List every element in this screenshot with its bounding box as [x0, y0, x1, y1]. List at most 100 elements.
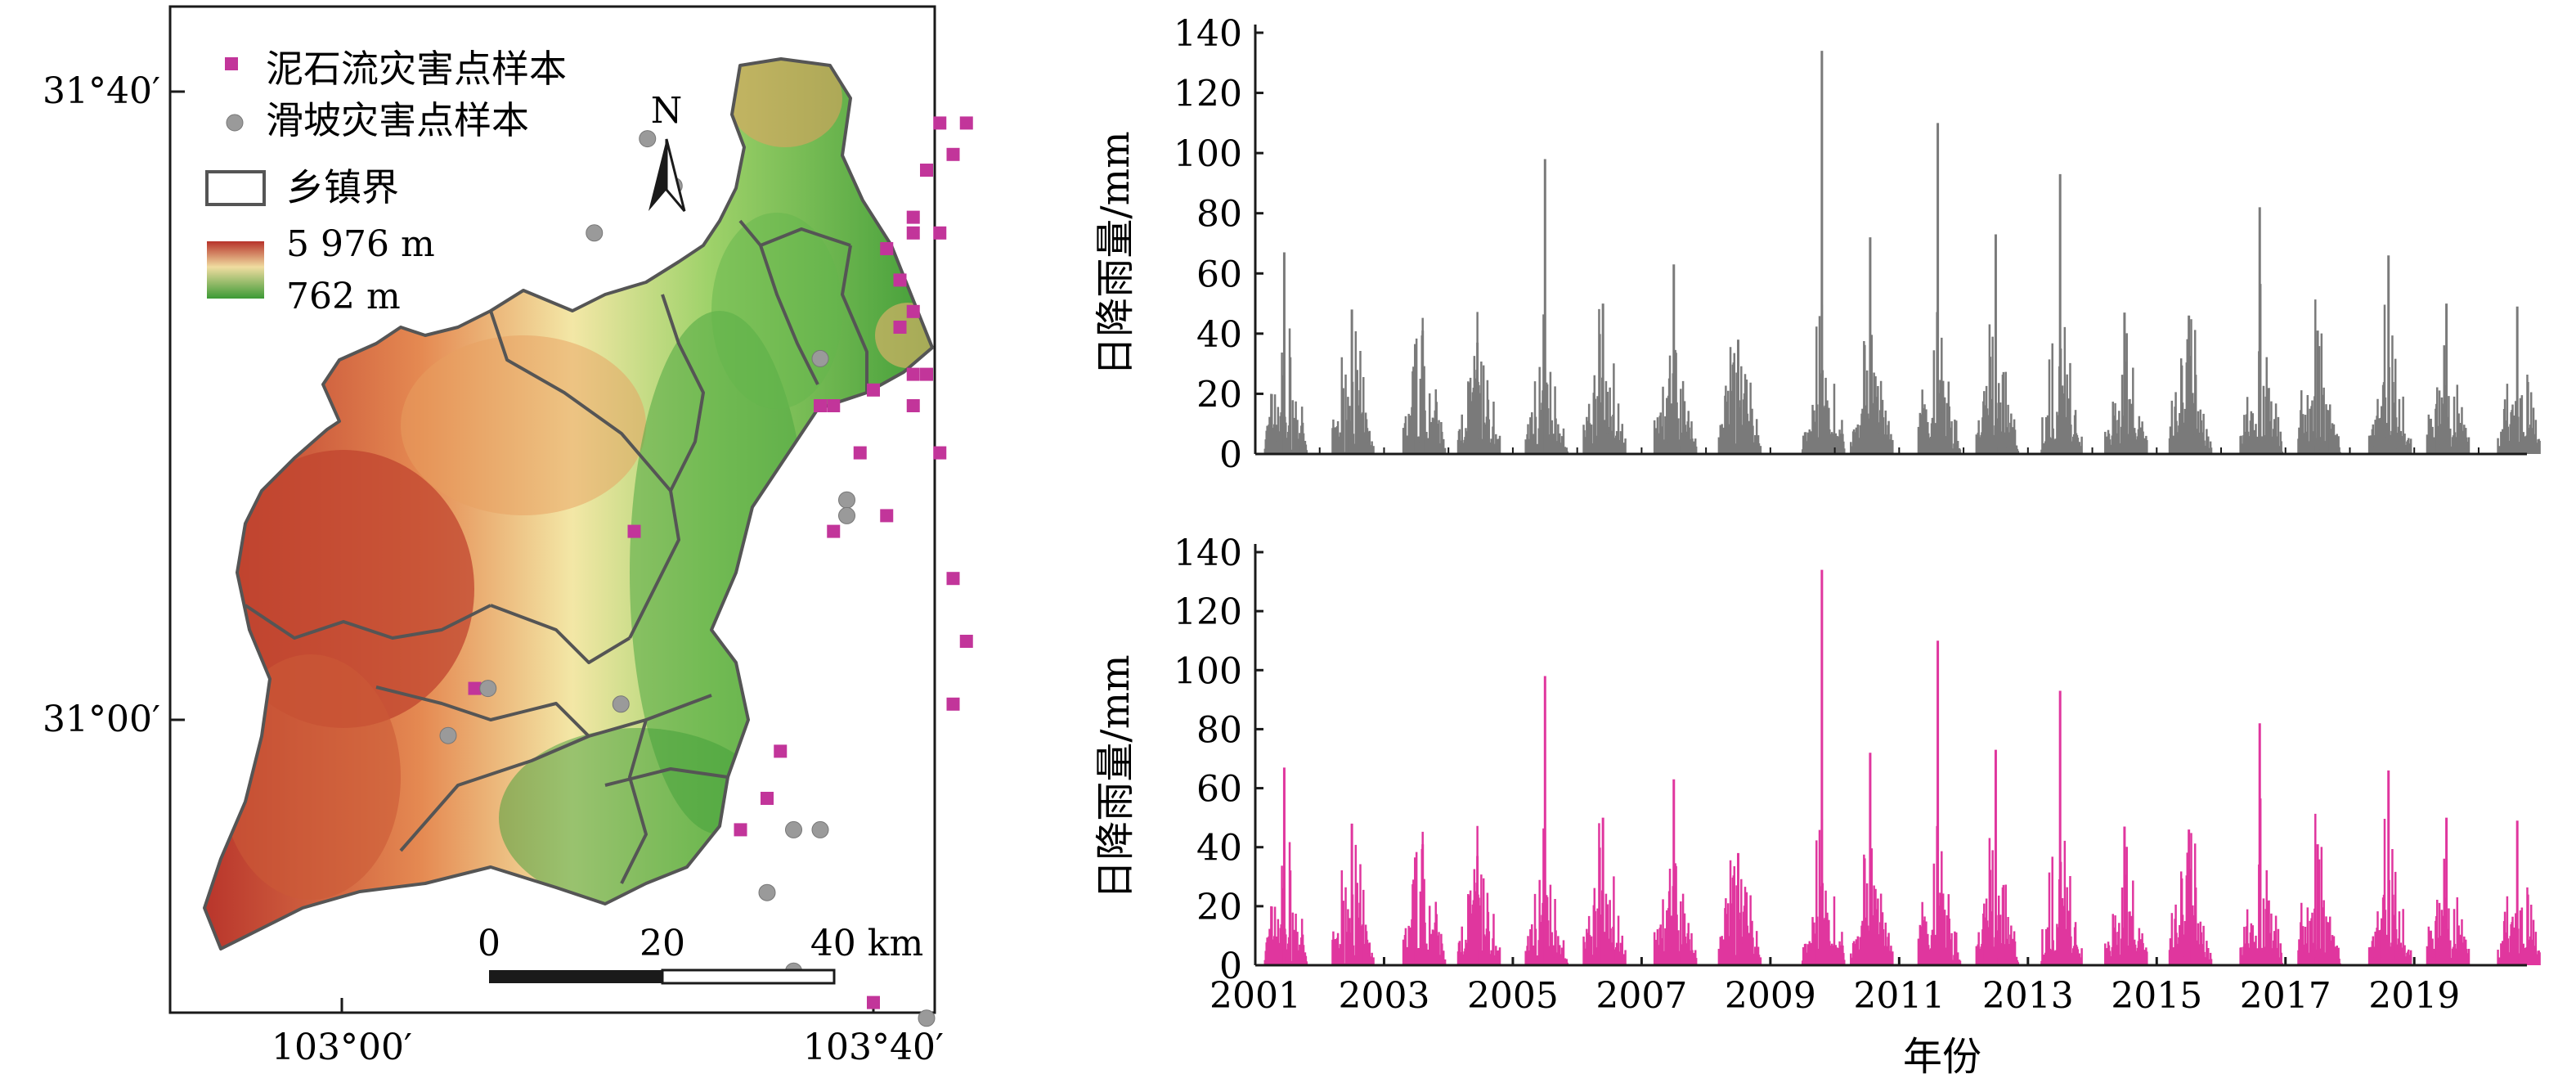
debris-point	[761, 792, 774, 805]
rainfall-bars	[1263, 51, 2541, 454]
y-tick-label: 120	[1174, 591, 1242, 633]
legend-debris-label: 泥石流灾害点样本	[266, 47, 567, 91]
debris-point	[946, 697, 960, 711]
x-tick-label: 2001	[1209, 975, 1301, 1017]
y-tick-label: 40	[1196, 314, 1242, 356]
landslide-point	[785, 820, 802, 838]
debris-point	[893, 273, 907, 287]
landslide-point	[612, 695, 630, 713]
legend-elev-min: 762 m	[286, 276, 401, 317]
ylabel-bottom: 日降雨量/mm	[1093, 654, 1138, 899]
north-arrow-icon: N	[648, 90, 686, 212]
debris-point	[827, 399, 841, 412]
scale-label-40: 40 km	[810, 923, 923, 964]
x-tick-label: 2009	[1725, 975, 1816, 1017]
map-frame	[168, 5, 936, 1014]
y-tick-label: 80	[1196, 194, 1242, 236]
scale-label-20: 20	[640, 923, 685, 964]
landslide-point	[918, 1009, 936, 1027]
x-tick-label: 2007	[1595, 975, 1687, 1017]
lat-label-2: 31°00′	[43, 699, 160, 740]
debris-point	[920, 164, 933, 177]
x-tick-label: 2019	[2368, 975, 2460, 1017]
debris-point	[933, 446, 947, 460]
legend-elevation-ramp	[207, 241, 264, 299]
rainfall-bars	[1263, 569, 2541, 965]
debris-point	[933, 226, 947, 240]
y-tick-label: 20	[1196, 887, 1242, 928]
debris-point	[959, 116, 973, 130]
debris-point	[468, 681, 482, 695]
north-label: N	[651, 90, 683, 132]
debris-point	[880, 509, 894, 523]
lon-label-2: 103°40′	[803, 1027, 944, 1068]
landslide-point	[479, 680, 497, 698]
debris-point	[933, 116, 947, 130]
debris-point	[946, 147, 960, 161]
map-panel: 31°40′ 31°00′ 103°00′ 103°40′	[0, 0, 1053, 1089]
lon-label-1: 103°00′	[272, 1027, 412, 1068]
x-tick-label: 2015	[2111, 975, 2202, 1017]
y-tick-label: 60	[1196, 254, 1242, 295]
legend-landslide-icon	[226, 114, 244, 132]
debris-point	[906, 304, 920, 318]
debris-point	[906, 210, 920, 224]
x-tick-label: 2011	[1853, 975, 1945, 1017]
landslide-point	[838, 506, 855, 524]
debris-point	[906, 399, 920, 412]
landslide-point	[639, 130, 657, 148]
y-tick-label: 40	[1196, 828, 1242, 870]
x-tick-label: 2013	[1982, 975, 2074, 1017]
legend-township-icon	[205, 170, 266, 206]
y-tick-label: 100	[1174, 133, 1242, 175]
landslide-point	[439, 726, 457, 744]
debris-point	[814, 399, 827, 412]
x-tick-label: 2003	[1338, 975, 1429, 1017]
scale-bar: 0 20 40 km	[478, 923, 923, 985]
x-tick-label: 2017	[2240, 975, 2331, 1017]
rainfall-chart-bottom: 日降雨量/mm 年份 0 20 40 60 80 100 120 140 2001 2003 200…	[1063, 515, 2576, 1089]
debris-point	[853, 446, 867, 460]
rainfall-chart-bottom-svg: 日降雨量/mm 年份 0 20 40 60 80 100 120 140 2001 2003 200…	[1093, 533, 2541, 1080]
y-tick-label: 0	[1219, 946, 1242, 987]
rainfall-chart-top: 日降雨量/mm 0 20 40 60 80 100 120 140	[1063, 0, 2576, 524]
legend-township-label: 乡镇界	[286, 165, 399, 209]
y-tick-label: 60	[1196, 769, 1242, 811]
ylabel-top: 日降雨量/mm	[1093, 131, 1138, 375]
legend-debris-icon	[225, 57, 238, 70]
y-tick-label: 140	[1174, 13, 1242, 55]
scale-label-0: 0	[478, 923, 500, 964]
debris-point	[867, 383, 880, 397]
landslide-point	[758, 883, 776, 901]
y-tick-label: 140	[1174, 533, 1242, 574]
township-boundaries	[203, 57, 934, 950]
landslide-point	[811, 349, 829, 367]
debris-point	[867, 995, 880, 1009]
debris-point	[906, 226, 920, 240]
xlabel-bottom: 年份	[1903, 1034, 1981, 1080]
debris-point	[774, 744, 788, 758]
rainfall-chart-top-svg: 日降雨量/mm 0 20 40 60 80 100 120 140	[1093, 13, 2541, 476]
debris-point	[946, 572, 960, 586]
debris-point	[959, 635, 973, 648]
legend-landslide-label: 滑坡灾害点样本	[266, 98, 529, 142]
landslide-point	[586, 224, 604, 242]
y-tick-label: 80	[1196, 709, 1242, 751]
y-tick-label: 120	[1174, 74, 1242, 115]
legend-elev-max: 5 976 m	[286, 223, 435, 265]
map-svg: 31°40′ 31°00′ 103°00′ 103°40′	[43, 5, 1053, 1068]
lat-label-1: 31°40′	[43, 70, 160, 112]
y-tick-label: 20	[1196, 374, 1242, 416]
y-tick-label: 0	[1219, 434, 1242, 476]
landslide-point	[838, 491, 855, 509]
debris-point	[906, 367, 920, 381]
y-tick-label: 100	[1174, 650, 1242, 692]
debris-point	[920, 367, 933, 381]
x-tick-label: 2005	[1467, 975, 1559, 1017]
debris-point	[893, 321, 907, 334]
debris-point	[827, 524, 841, 538]
debris-point	[880, 242, 894, 255]
debris-point	[627, 524, 641, 538]
debris-point	[734, 823, 747, 837]
landslide-point	[811, 820, 829, 838]
